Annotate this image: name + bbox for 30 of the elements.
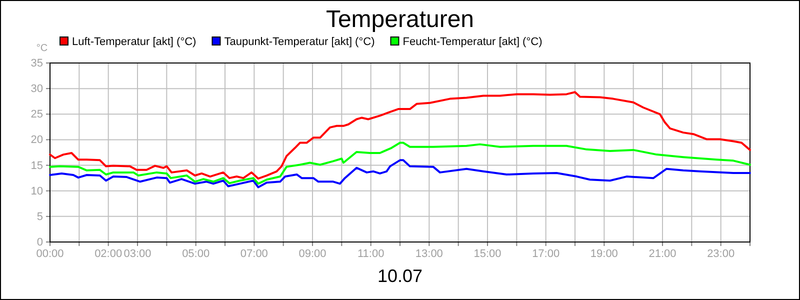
x-tick-label: 11:00 <box>357 248 384 260</box>
x-tick-label: 07:00 <box>240 248 268 260</box>
y-tick-label: 35 <box>30 58 43 70</box>
x-tick-label: 15:00 <box>474 248 502 260</box>
y-tick-label: 0 <box>36 236 43 249</box>
x-tick-label: 03:00 <box>124 248 152 260</box>
line-series <box>49 91 751 180</box>
x-tick-label: 00:00 <box>36 248 64 260</box>
chart-title: Temperaturen <box>326 6 474 33</box>
line-series <box>49 159 751 188</box>
x-tick-label: 13:00 <box>415 248 443 260</box>
y-tick-label: 20 <box>30 134 43 146</box>
y-tick-label: 10 <box>30 185 43 198</box>
x-tick-label: 05:00 <box>182 248 210 260</box>
x-tick-label: 21:00 <box>648 248 676 260</box>
y-tick-label: 30 <box>30 83 43 96</box>
legend-label: Taupunkt-Temperatur [akt] (°C) <box>224 36 375 48</box>
y-tick-label: 15 <box>30 160 43 172</box>
y-tick-label: 5 <box>36 210 43 223</box>
x-tick-label: 02:00 <box>94 248 122 260</box>
legend-label: Feucht-Temperatur [akt] (°C) <box>402 36 542 48</box>
line-series <box>49 142 751 185</box>
x-tick-label: 09:00 <box>298 248 326 260</box>
legend-label: Luft-Temperatur [akt] (°C) <box>72 36 196 48</box>
x-tick-label: 23:00 <box>707 248 735 260</box>
x-tick-label: 17:00 <box>532 248 560 260</box>
x-axis-title: 10.07 <box>377 266 423 286</box>
x-tick-label: 19:00 <box>590 248 618 260</box>
y-axis-title: °C <box>36 43 48 54</box>
y-tick-label: 25 <box>30 108 43 121</box>
